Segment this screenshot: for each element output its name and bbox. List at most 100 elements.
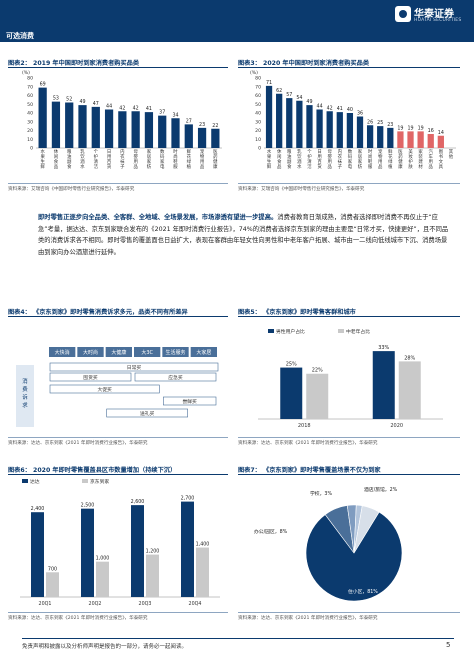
demand-box — [49, 362, 219, 372]
x-tick-char: 品 — [200, 164, 205, 170]
x-tick-char: 酒 — [80, 158, 85, 165]
bar — [51, 101, 61, 148]
bar — [437, 135, 444, 148]
x-tick-char: 药 — [398, 153, 403, 160]
y-axis-unit: (%) — [250, 70, 258, 76]
y-tick-label: 10 — [27, 137, 33, 143]
pie-label: 住小区，81% — [348, 588, 378, 595]
x-tick-char: 家 — [147, 148, 152, 155]
x-tick-char: 百 — [317, 159, 322, 165]
bar — [276, 93, 283, 148]
x-tick-char: 家 — [160, 158, 165, 165]
x-tick-char: 其 — [449, 149, 454, 155]
x-tick-label: 家装建材 — [418, 148, 423, 170]
x-tick-char: 母 — [327, 149, 332, 155]
bar-value-label: 41 — [337, 106, 343, 112]
x-tick-char: 宠 — [200, 148, 205, 155]
brand-subtitle: HUATAI SECURITIES — [414, 18, 462, 23]
demand-box — [49, 372, 132, 382]
x-tick-char: 货 — [107, 163, 112, 170]
x-tick-label: 家居家纺 — [147, 148, 152, 170]
bar — [96, 561, 109, 597]
x-tick-char: 数 — [160, 148, 165, 155]
bar-value-label: 69 — [40, 82, 46, 88]
x-tick-label: 汽车用品 — [429, 148, 434, 170]
x-tick-char: 副 — [287, 158, 292, 165]
fig7-rule — [238, 474, 460, 475]
x-tick-char: 清 — [94, 158, 99, 165]
bar-value-label: 19 — [407, 125, 413, 131]
x-tick-char: 品 — [429, 164, 434, 170]
x-tick-char: 码 — [348, 153, 353, 160]
paragraph-lead: 即时零售正逐步向全品类、全客群、全地域、全场景发展，市场渗透有望进一步提高。 — [38, 214, 278, 221]
bar-value-label: 44 — [106, 104, 112, 110]
bar-value-label: 19 — [418, 125, 424, 131]
pie-label: 酒店/旅馆，2% — [364, 486, 398, 493]
demand-label: 送礼买 — [140, 410, 155, 417]
category-label: 生活服务 — [165, 349, 185, 356]
x-tick-char: 洁 — [307, 163, 312, 170]
body-paragraph: 即时零售正逐步向全品类、全客群、全地域、全场景发展，市场渗透有望进一步提高。消费… — [38, 212, 450, 258]
x-tick-char: 个 — [94, 149, 99, 155]
x-tick-char: 电 — [348, 163, 353, 170]
x-tick-char: 材 — [418, 163, 423, 170]
category-box — [105, 347, 132, 357]
demand-box — [106, 408, 188, 418]
legend-label: 男性用户占比 — [276, 328, 305, 335]
side-label-box — [16, 365, 34, 427]
x-tick-char: 鲜 — [267, 163, 272, 170]
x-tick-label: 医药健康 — [398, 149, 403, 170]
y-tick-label: 20 — [255, 128, 261, 134]
bar — [306, 105, 313, 148]
fig5-title: 图表5： 《京东到家》即时零售客群和城市 — [238, 309, 356, 316]
bar — [372, 351, 395, 419]
bar-value-label: 34 — [172, 112, 178, 118]
bar-value-label: 2,600 — [131, 499, 145, 505]
bar-value-label: 54 — [296, 95, 302, 101]
x-tick-char: 日 — [317, 149, 321, 155]
bar — [286, 98, 293, 148]
fig3-rule — [238, 67, 460, 68]
x-tick-char: 饮 — [80, 153, 85, 160]
x-tick-char: 家 — [358, 148, 363, 155]
x-tick-label: 20Q3 — [139, 601, 152, 607]
x-tick-char: 食 — [287, 163, 292, 170]
bar-value-label: 25% — [286, 362, 297, 368]
x-tick-char: 个 — [307, 149, 312, 155]
pie-slice — [305, 511, 403, 602]
x-tick-char: 纺 — [358, 163, 363, 170]
x-tick-label: 时尚鞋服 — [368, 148, 373, 170]
x-tick-char: 码 — [160, 153, 165, 160]
x-tick-char: 用 — [200, 159, 204, 165]
bar-value-label: 16 — [428, 128, 434, 134]
x-tick-label: 宠物用品 — [200, 148, 205, 170]
x-tick-char: 鞋 — [368, 158, 373, 165]
x-tick-label: 鲜花绿植 — [187, 148, 192, 170]
pie-label: 办公/园区，8% — [254, 528, 288, 535]
bar-value-label: 33% — [378, 345, 389, 351]
y-tick-label: 0 — [30, 146, 33, 152]
side-label-char: 费 — [22, 385, 28, 393]
x-tick-char: 美 — [408, 148, 413, 155]
bar — [131, 505, 144, 597]
fig7-bottom-rule — [238, 612, 460, 613]
bar-value-label: 22 — [212, 123, 218, 129]
bar — [131, 111, 140, 148]
x-tick-char: 妆 — [408, 153, 413, 160]
legend-swatch — [22, 479, 28, 483]
fig7-source: 资料来源：达达、京东到家《2021 年即时消费行业报告》，华泰研究 — [238, 616, 378, 621]
demand-label: 尝鲜买 — [182, 398, 197, 405]
legend-swatch — [82, 479, 88, 483]
x-tick-char: 闲 — [54, 153, 59, 160]
x-tick-char: 家 — [147, 158, 152, 165]
x-tick-char: 用 — [327, 159, 331, 165]
bar — [397, 131, 404, 148]
y-tick-label: 60 — [27, 93, 33, 99]
x-tick-char: 他 — [449, 153, 454, 160]
fig4-source: 资料来源：达达、京东到家《2021 年即时消费行业报告》，华泰研究 — [8, 441, 148, 446]
x-tick-char: 护 — [408, 158, 413, 165]
bar-value-label: 28% — [404, 355, 415, 361]
fig2-rule — [8, 67, 228, 68]
bar-value-label: 1,400 — [196, 542, 210, 548]
side-label: 消费诉求 — [22, 377, 28, 409]
